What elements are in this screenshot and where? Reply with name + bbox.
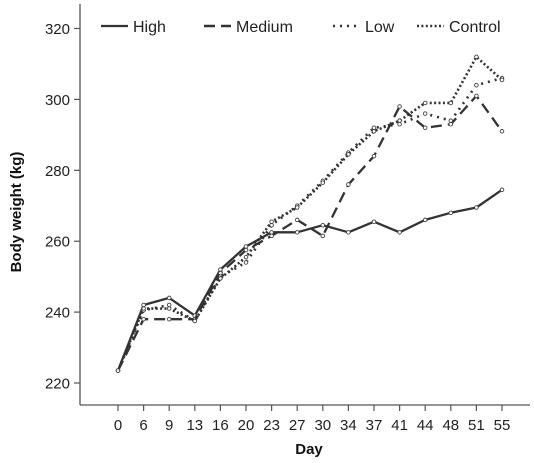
x-tick-label: 55 xyxy=(494,417,511,434)
data-point-high xyxy=(320,222,326,228)
x-tick-label: 0 xyxy=(114,417,122,434)
series-line-low xyxy=(116,76,503,372)
x-ticks: 0 6 9 13 16 20 23 27 30 34 37 41 44 48 51 55 xyxy=(114,405,511,434)
y-tick-label: 320 xyxy=(45,21,70,38)
y-ticks: 220 240 260 280 300 320 xyxy=(45,21,80,393)
data-point-high xyxy=(166,295,172,301)
series-high xyxy=(115,187,505,373)
data-point-medium xyxy=(269,233,274,239)
data-point-medium xyxy=(499,129,505,134)
data-point-medium xyxy=(448,121,454,127)
x-tick-label: 9 xyxy=(165,417,173,434)
data-point-control xyxy=(141,306,146,311)
x-tick-label: 51 xyxy=(468,417,485,434)
x-tick-label: 44 xyxy=(417,417,434,434)
series-group xyxy=(115,54,505,373)
x-tick-label: 48 xyxy=(442,417,459,434)
data-point-control xyxy=(371,129,377,134)
data-point-control xyxy=(448,100,454,106)
axes xyxy=(79,4,530,406)
x-tick-label: 16 xyxy=(212,417,229,434)
legend-label-control: Control xyxy=(449,19,501,36)
legend-label-medium: Medium xyxy=(236,19,293,36)
data-point-control xyxy=(166,306,172,311)
data-point-medium xyxy=(346,182,351,187)
data-point-medium xyxy=(294,217,300,223)
data-point-low xyxy=(474,82,479,88)
data-point-medium xyxy=(243,247,249,253)
data-point-control xyxy=(243,254,249,260)
data-point-high xyxy=(448,210,454,216)
data-point-high xyxy=(346,230,351,235)
data-point-control xyxy=(422,100,428,106)
data-point-high xyxy=(474,205,479,210)
data-point-medium xyxy=(474,93,479,99)
data-point-high xyxy=(269,230,274,235)
x-tick-label: 37 xyxy=(366,417,383,434)
data-point-high xyxy=(371,219,377,224)
data-point-medium xyxy=(218,270,223,276)
x-tick-label: 20 xyxy=(238,417,255,434)
x-tick-label: 23 xyxy=(263,417,280,434)
data-point-medium xyxy=(320,233,326,239)
data-point-control xyxy=(269,219,274,224)
data-point-low xyxy=(243,260,249,265)
data-point-high xyxy=(499,187,505,193)
y-axis-title: Body weight (kg) xyxy=(8,152,25,273)
data-point-high xyxy=(397,230,402,235)
x-tick-label: 41 xyxy=(391,417,408,434)
data-point-high xyxy=(243,244,249,249)
series-line-high xyxy=(116,188,503,372)
y-tick-label: 260 xyxy=(45,234,70,251)
data-point-low xyxy=(166,302,172,308)
data-point-high xyxy=(422,217,428,223)
data-point-low xyxy=(448,118,454,123)
data-point-control xyxy=(320,180,326,185)
series-line-control xyxy=(116,55,503,372)
data-point-medium xyxy=(371,153,377,159)
data-point-control xyxy=(115,368,121,373)
data-point-control xyxy=(218,276,223,281)
data-point-medium xyxy=(422,125,428,131)
data-point-control xyxy=(397,118,402,123)
series-line-medium xyxy=(116,94,503,372)
y-tick-label: 300 xyxy=(45,92,70,109)
series-medium xyxy=(115,93,505,373)
data-point-control xyxy=(294,205,300,210)
data-point-low xyxy=(422,111,428,116)
data-point-low xyxy=(371,125,377,131)
data-point-control xyxy=(192,318,198,324)
x-tick-label: 6 xyxy=(139,417,147,434)
data-point-medium xyxy=(397,104,402,109)
series-control xyxy=(115,54,505,373)
data-point-low xyxy=(269,222,274,228)
data-point-medium xyxy=(141,316,146,322)
legend: High Medium Low Control xyxy=(101,19,501,36)
series-low xyxy=(115,75,505,373)
data-point-control xyxy=(499,77,505,83)
y-tick-label: 280 xyxy=(45,163,70,180)
x-tick-label: 34 xyxy=(340,417,357,434)
data-point-control xyxy=(346,152,351,157)
x-tick-label: 27 xyxy=(289,417,306,434)
data-point-control xyxy=(474,54,479,60)
data-point-high xyxy=(294,230,300,235)
data-point-medium xyxy=(166,316,172,322)
x-tick-label: 30 xyxy=(314,417,331,434)
legend-label-low: Low xyxy=(365,19,395,36)
y-tick-label: 240 xyxy=(45,305,70,322)
x-tick-label: 13 xyxy=(186,417,203,434)
legend-label-high: High xyxy=(133,19,166,36)
data-point-low xyxy=(397,121,402,127)
x-axis-title: Day xyxy=(295,441,323,458)
data-point-high xyxy=(141,302,146,308)
y-tick-label: 220 xyxy=(45,376,70,393)
